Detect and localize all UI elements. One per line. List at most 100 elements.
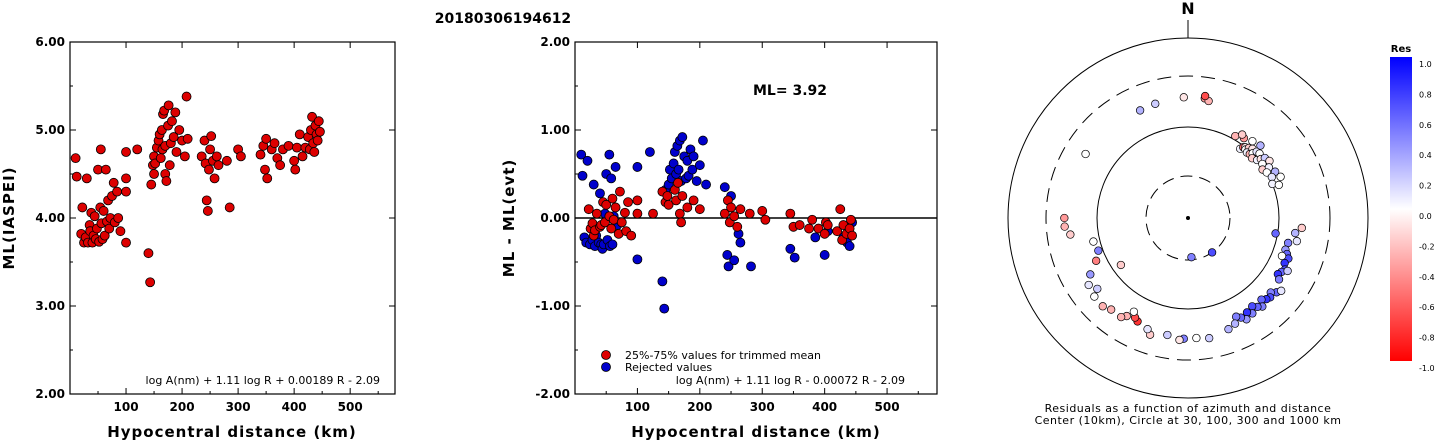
magnitude-point	[95, 144, 106, 155]
rejected-point	[687, 164, 698, 175]
magnitude-point	[221, 155, 232, 166]
magnitude-panel: 100 200 300 400 500 2.00 3.00 4.00 5.00 6.00 ML(I…	[0, 35, 396, 441]
rejected-point	[632, 162, 643, 172]
rejected-point	[659, 303, 670, 314]
magnitude-point	[261, 133, 272, 144]
accepted-point	[623, 197, 633, 208]
station-residual-point	[1135, 106, 1145, 115]
figure-title: 20180306194612	[435, 11, 571, 27]
magnitude-point	[283, 140, 294, 151]
rejected-point	[746, 261, 756, 272]
accepted-point	[682, 202, 693, 213]
x-tick-label: 400	[282, 400, 307, 414]
accepted-point	[835, 204, 846, 215]
ml-annotation: ML= 3.92	[753, 83, 827, 99]
station-residual-point	[1224, 325, 1233, 334]
station-residual-point	[1274, 275, 1284, 284]
rejected-point	[657, 276, 668, 287]
legend-rejected-marker	[601, 362, 611, 372]
x-tick-label: 400	[812, 400, 837, 414]
accepted-point	[610, 202, 621, 213]
station-residual-point	[1163, 330, 1172, 340]
magnitude-point	[113, 213, 124, 223]
colorbar-tick-label: -0.6	[1419, 303, 1435, 312]
station-residual-point	[1116, 312, 1126, 322]
station-residual-point	[1248, 137, 1257, 146]
y-tick-label: 0.00	[540, 211, 570, 225]
station-residual-point	[1098, 302, 1107, 311]
rejected-point	[789, 252, 800, 263]
colorbar-tick-label: -1.0	[1419, 364, 1435, 373]
rejected-point	[819, 250, 830, 260]
magnitude-point	[155, 153, 166, 164]
magnitude-point	[255, 149, 266, 160]
magnitude-point	[236, 151, 246, 162]
magnitude-point	[292, 142, 302, 153]
accepted-point	[632, 195, 643, 206]
rejected-point	[698, 135, 708, 146]
station-residual-point	[1151, 99, 1160, 108]
magnitude-point	[77, 202, 88, 213]
station-residual-point	[1084, 280, 1093, 290]
accepted-point	[615, 186, 625, 197]
x-tick-label: 500	[875, 400, 900, 414]
polar-center-dot	[1186, 216, 1190, 220]
station-residual-point	[1277, 286, 1286, 295]
accepted-point	[583, 204, 594, 215]
station-residual-point	[1291, 228, 1300, 238]
colorbar: Res 1.0 0.8 0.6 0.4 0.2 0.0 -0.2 -0.4 -0.6 -0.8 -1…	[1390, 44, 1435, 373]
magnitude-point	[206, 131, 217, 142]
residual-ylabel: ML - ML(evt)	[500, 159, 518, 277]
magnitude-point	[108, 177, 119, 188]
accepted-point	[813, 223, 824, 234]
station-residual-point	[1179, 93, 1188, 102]
rejected-point	[610, 162, 621, 172]
accepted-point	[735, 204, 746, 215]
accepted-point	[601, 199, 612, 210]
accepted-point	[677, 191, 688, 201]
accepted-point	[729, 211, 740, 222]
rejected-point	[606, 173, 617, 184]
rejected-point	[691, 176, 702, 186]
magnitude-point	[275, 160, 286, 171]
accepted-point	[632, 208, 643, 219]
accepted-point	[757, 206, 768, 216]
residual-formula: log A(nm) + 1.11 log R - 0.00072 R - 2.0…	[676, 374, 905, 387]
magnitude-point	[209, 173, 220, 184]
x-tick-label: 500	[338, 400, 363, 414]
station-residual-point	[1192, 333, 1201, 343]
accepted-point	[819, 228, 830, 239]
station-residual-point	[1207, 248, 1217, 257]
accepted-point	[847, 230, 858, 241]
magnitude-point	[307, 111, 317, 122]
magnitude-point	[205, 144, 215, 155]
rejected-point	[844, 241, 855, 252]
magnitude-point	[70, 153, 81, 164]
polar-caption-line2: Center (10km), Circle at 30, 100, 300 an…	[1035, 414, 1342, 427]
station-residual-point	[1086, 270, 1095, 279]
magnitude-point	[146, 179, 157, 190]
colorbar-tick-label: 0.6	[1419, 121, 1432, 130]
magnitude-point	[170, 107, 181, 118]
rejected-point	[677, 132, 688, 142]
rejected-point	[701, 179, 711, 190]
colorbar-tick-label: -0.8	[1419, 334, 1435, 343]
magnitude-ylabel: ML(IASPEI)	[0, 166, 18, 269]
magnitude-point	[297, 151, 308, 162]
magnitude-point	[121, 237, 131, 248]
magnitude-point	[145, 277, 156, 288]
colorbar-gradient	[1390, 57, 1412, 361]
magnitude-point	[199, 135, 210, 146]
accepted-point	[662, 191, 673, 201]
legend-accepted-marker	[601, 350, 611, 360]
accepted-point	[608, 214, 619, 225]
magnitude-point	[168, 132, 179, 142]
rejected-point	[673, 164, 684, 175]
rejected-point	[582, 155, 593, 166]
magnitude-point	[171, 147, 182, 157]
magnitude-point	[100, 164, 111, 175]
accepted-point	[804, 223, 814, 234]
polar-circle-30km	[1145, 175, 1231, 261]
magnitude-point	[132, 144, 143, 155]
y-tick-label: 2.00	[540, 35, 570, 49]
